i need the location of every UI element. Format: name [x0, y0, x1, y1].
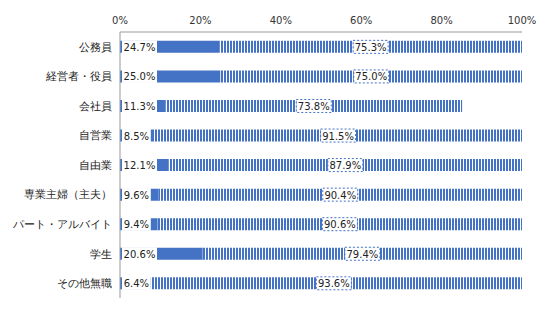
svg-text:20.6%: 20.6%: [124, 249, 156, 260]
svg-text:90.4%: 90.4%: [324, 190, 356, 201]
svg-text:公務員: 公務員: [79, 41, 112, 54]
svg-text:6.4%: 6.4%: [124, 278, 149, 289]
svg-text:12.1%: 12.1%: [124, 160, 156, 171]
svg-text:20%: 20%: [189, 15, 211, 26]
svg-text:専業主婦（主夫）: 専業主婦（主夫）: [24, 188, 112, 201]
svg-text:会社員: 会社員: [79, 100, 112, 113]
svg-text:自営業: 自営業: [79, 129, 112, 142]
svg-text:60%: 60%: [350, 15, 372, 26]
svg-text:91.5%: 91.5%: [322, 131, 354, 142]
svg-text:75.3%: 75.3%: [355, 42, 387, 53]
svg-text:75.0%: 75.0%: [355, 71, 387, 82]
svg-text:80%: 80%: [430, 15, 452, 26]
svg-text:100%: 100%: [508, 15, 537, 26]
svg-text:経営者・役員: 経営者・役員: [45, 70, 112, 83]
svg-text:自由業: 自由業: [79, 159, 112, 172]
svg-text:パート・アルバイト: パート・アルバイト: [12, 218, 112, 231]
svg-text:8.5%: 8.5%: [124, 131, 149, 142]
svg-text:25.0%: 25.0%: [124, 71, 156, 82]
svg-text:学生: 学生: [90, 248, 112, 261]
svg-text:9.6%: 9.6%: [124, 190, 149, 201]
svg-text:93.6%: 93.6%: [318, 278, 350, 289]
svg-text:9.4%: 9.4%: [124, 219, 149, 230]
svg-text:73.8%: 73.8%: [298, 101, 330, 112]
svg-text:24.7%: 24.7%: [124, 42, 156, 53]
svg-text:40%: 40%: [270, 15, 292, 26]
svg-text:90.6%: 90.6%: [324, 219, 356, 230]
svg-text:その他無職: その他無職: [57, 277, 112, 290]
svg-text:11.3%: 11.3%: [124, 101, 156, 112]
svg-text:0%: 0%: [112, 15, 128, 26]
svg-text:87.9%: 87.9%: [329, 160, 361, 171]
svg-text:79.4%: 79.4%: [347, 249, 379, 260]
